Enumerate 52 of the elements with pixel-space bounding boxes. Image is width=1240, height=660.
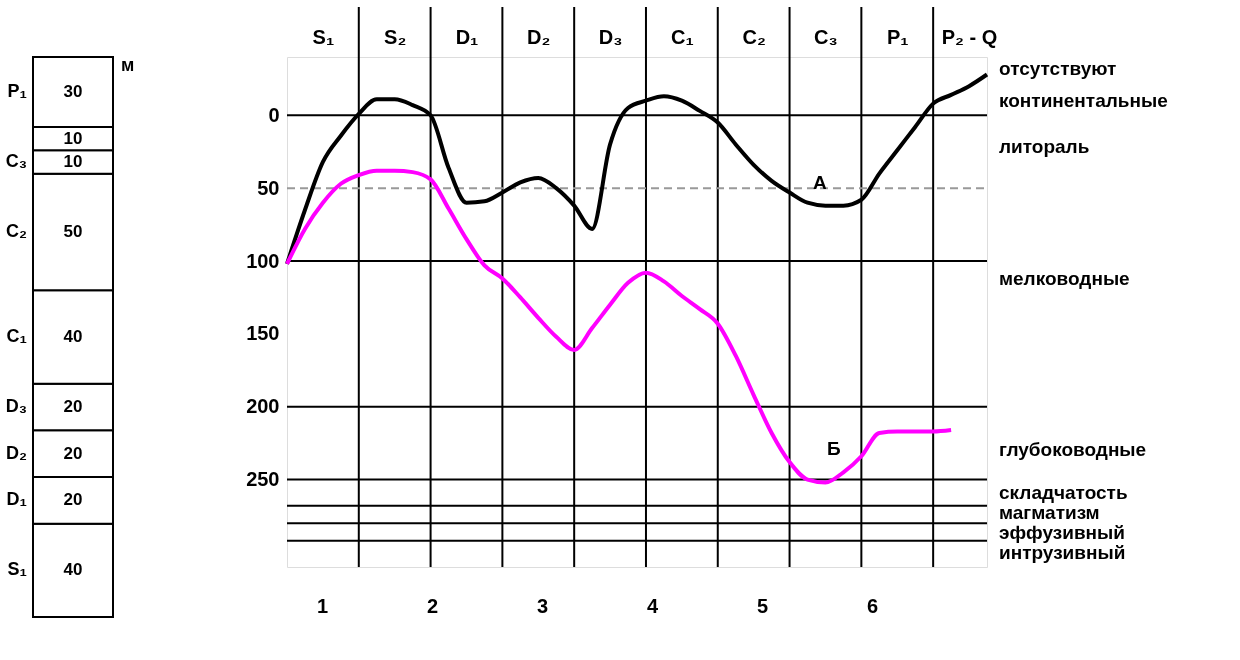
text: отсутствуют — [999, 58, 1117, 79]
series-label: D₃ — [5, 396, 27, 416]
text: м — [121, 55, 135, 75]
x-tick-label: D₃ — [598, 25, 623, 48]
data-label: 40 — [63, 560, 83, 580]
annotation: А — [813, 172, 827, 193]
text: глубоководные — [999, 439, 1147, 460]
text: складчатость — [999, 482, 1128, 503]
text: 5 — [757, 595, 769, 617]
text: эффузивный — [999, 522, 1125, 543]
x-tick-label: P₂ - Q — [941, 25, 998, 48]
data-label: 50 — [63, 222, 83, 241]
text: 4 — [647, 595, 659, 617]
data-label: 40 — [63, 327, 83, 346]
data-label: 20 — [63, 443, 83, 463]
series-label: C₂ — [6, 221, 27, 241]
x-tick-label: C₂ — [742, 25, 766, 48]
line-series — [285, 168, 954, 485]
text: 2 — [427, 595, 439, 617]
series-label: S₁ — [7, 559, 27, 580]
series-label: P₁ — [7, 81, 27, 101]
x-tick-label: P₁ — [886, 25, 909, 48]
y-tick-label: 50 — [257, 176, 280, 199]
text: 3 — [537, 595, 549, 617]
data-label: 20 — [63, 490, 83, 510]
x-tick-label: D₂ — [527, 25, 551, 48]
text: континентальные — [999, 90, 1168, 111]
text: магматизм — [999, 502, 1100, 523]
annotation: Б — [827, 438, 841, 459]
series-label: D₂ — [6, 442, 27, 463]
x-tick-label: C₁ — [671, 25, 694, 48]
y-tick-label: 150 — [246, 322, 280, 345]
text: интрузивный — [999, 542, 1126, 563]
data-label: 10 — [63, 128, 83, 148]
text: 1 — [317, 595, 329, 617]
data-label: 20 — [63, 397, 83, 416]
text: мелководные — [999, 268, 1130, 289]
text: 6 — [867, 595, 879, 617]
series-label: C₃ — [5, 151, 27, 171]
y-tick-label: 200 — [246, 395, 280, 418]
x-tick-label: S₁ — [312, 25, 335, 48]
x-tick-label: D₁ — [455, 25, 479, 48]
x-tick-label: S₂ — [384, 25, 407, 48]
y-tick-label: 100 — [246, 249, 280, 272]
x-tick-label: C₃ — [814, 25, 838, 48]
y-tick-label: 0 — [268, 103, 280, 126]
series-label: C₁ — [6, 326, 27, 346]
y-tick-label: 250 — [246, 468, 280, 491]
text: литораль — [999, 136, 1090, 157]
series-label: D₁ — [6, 489, 27, 510]
data-label: 30 — [63, 82, 83, 101]
data-label: 10 — [63, 152, 83, 171]
